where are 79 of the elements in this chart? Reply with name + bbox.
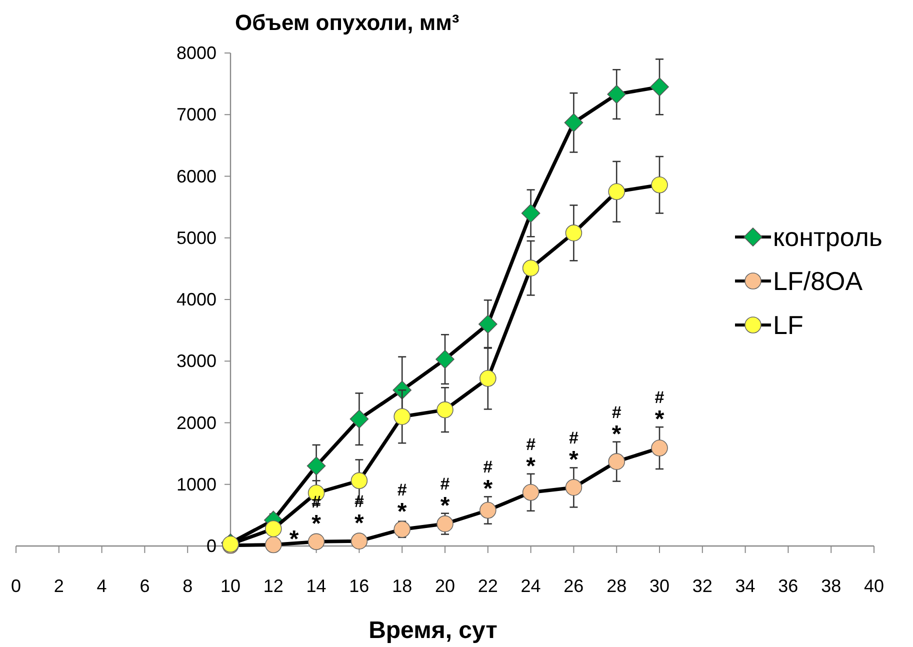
x-tick-label: 20 bbox=[434, 576, 456, 596]
x-tick-label: 26 bbox=[564, 576, 584, 596]
point bbox=[651, 176, 668, 194]
point bbox=[521, 204, 540, 223]
point bbox=[436, 515, 454, 532]
x-tick-label: 2 bbox=[54, 576, 64, 596]
legend-label: LF bbox=[773, 310, 804, 340]
point bbox=[522, 484, 540, 501]
point bbox=[436, 350, 454, 369]
point bbox=[650, 77, 669, 96]
point bbox=[306, 456, 326, 476]
legend-label: LF/8OA bbox=[773, 266, 864, 296]
annotation: * bbox=[397, 498, 408, 526]
annotation: # bbox=[568, 428, 579, 448]
annotation: * bbox=[354, 510, 365, 538]
x-tick-label: 24 bbox=[520, 576, 541, 596]
point bbox=[350, 532, 368, 550]
annotation: * bbox=[569, 446, 580, 474]
x-tick-label: 12 bbox=[263, 576, 284, 596]
annotation: * bbox=[440, 492, 450, 520]
x-tick-label: 32 bbox=[692, 576, 712, 596]
x-tick-label: 10 bbox=[220, 576, 241, 596]
annotation: * bbox=[483, 476, 494, 503]
x-tick-label: 0 bbox=[10, 576, 22, 596]
x-tick-label: 18 bbox=[392, 576, 412, 596]
point bbox=[350, 410, 369, 428]
point bbox=[480, 502, 496, 519]
point bbox=[436, 401, 454, 418]
x-tick-label: 6 bbox=[140, 576, 150, 596]
annotation: * bbox=[312, 510, 322, 538]
x-axis-title: Время, сут bbox=[368, 617, 498, 644]
x-tick-label: 30 bbox=[649, 576, 670, 596]
y-tick-label: 7000 bbox=[176, 104, 216, 125]
point bbox=[394, 520, 410, 538]
point bbox=[564, 113, 584, 132]
point bbox=[565, 479, 582, 496]
point bbox=[265, 536, 282, 554]
x-tick-label: 28 bbox=[606, 576, 627, 596]
annotation: # bbox=[654, 388, 665, 408]
annotation: # bbox=[483, 458, 494, 477]
x-tick-label: 4 bbox=[96, 576, 107, 596]
point bbox=[480, 370, 496, 387]
x-tick-label: 36 bbox=[778, 576, 798, 596]
x-tick-label: 38 bbox=[821, 576, 842, 596]
x-tick-label: 22 bbox=[478, 576, 498, 596]
x-tick-label: 14 bbox=[306, 576, 326, 596]
annotation: # bbox=[612, 402, 622, 422]
point bbox=[308, 533, 325, 550]
annotation: # bbox=[440, 474, 450, 494]
point bbox=[608, 453, 625, 470]
x-tick-label: 40 bbox=[864, 576, 884, 596]
annotation: # bbox=[526, 434, 536, 454]
annotation: * bbox=[526, 452, 536, 480]
annotation: * bbox=[612, 420, 622, 448]
point bbox=[607, 84, 626, 104]
y-tick-label: 8000 bbox=[176, 43, 216, 63]
y-tick-label: 2000 bbox=[176, 412, 216, 433]
legend-label: контроль bbox=[773, 222, 882, 252]
annotation: # bbox=[397, 480, 408, 500]
annotation: * bbox=[654, 406, 665, 434]
x-tick-label: 8 bbox=[182, 576, 193, 596]
point bbox=[565, 224, 582, 242]
point bbox=[608, 183, 625, 200]
y-tick-label: 0 bbox=[206, 536, 216, 556]
point bbox=[265, 520, 282, 538]
y-tick-label: 1000 bbox=[176, 474, 216, 494]
x-tick-label: 16 bbox=[349, 576, 370, 596]
y-tick-label: 6000 bbox=[176, 166, 216, 186]
y-tick-label: 3000 bbox=[176, 351, 216, 372]
chart-title: Объем опухоли, мм³ bbox=[235, 10, 460, 35]
x-tick-label: 34 bbox=[735, 576, 756, 596]
annotation: * bbox=[289, 526, 300, 553]
point bbox=[651, 440, 668, 456]
point bbox=[394, 408, 410, 425]
point bbox=[350, 472, 368, 490]
y-tick-label: 4000 bbox=[176, 290, 216, 310]
y-tick-label: 5000 bbox=[176, 228, 216, 248]
point bbox=[522, 260, 540, 276]
point bbox=[478, 314, 498, 334]
